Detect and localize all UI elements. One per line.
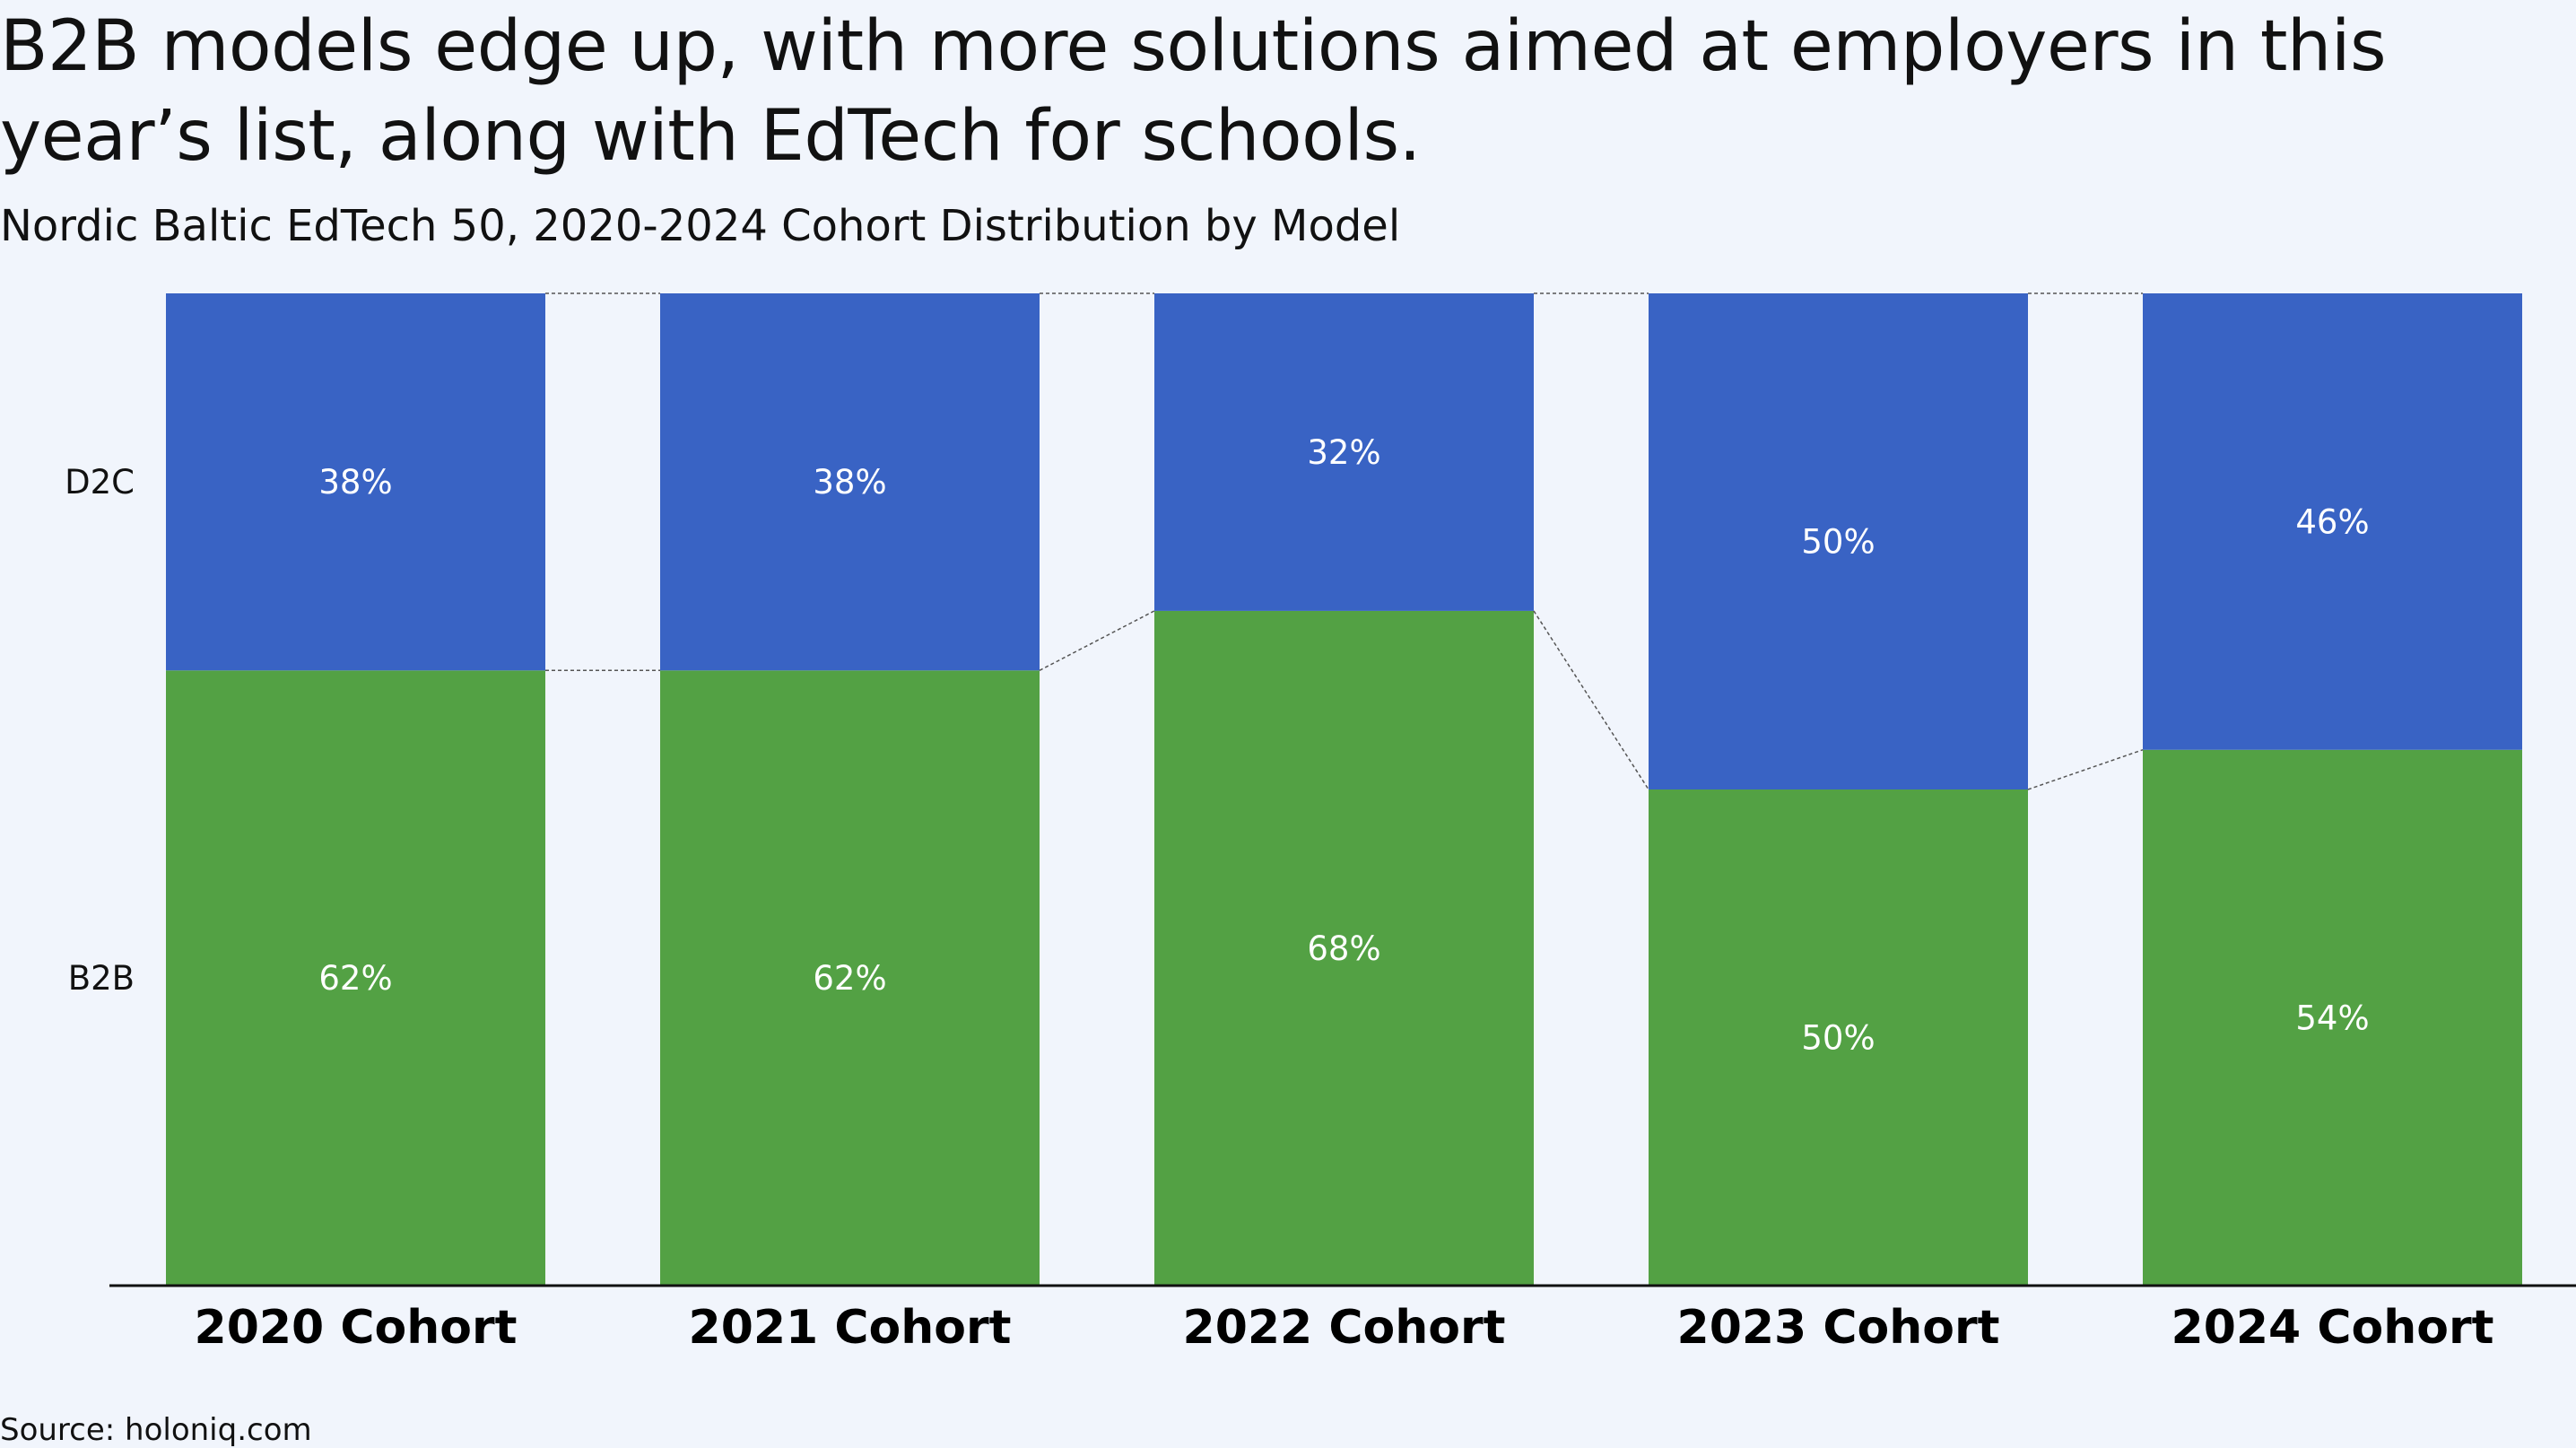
series-label-d2c: D2C bbox=[65, 463, 135, 502]
category-label: 2021 Cohort bbox=[689, 1301, 1012, 1355]
data-label-d2c: 38% bbox=[813, 463, 886, 502]
data-label-b2b: 62% bbox=[813, 959, 886, 998]
category-label: 2020 Cohort bbox=[195, 1301, 518, 1355]
data-label-d2c: 38% bbox=[318, 463, 392, 502]
connector-line-boundary bbox=[1039, 610, 1155, 671]
data-label-d2c: 32% bbox=[1307, 433, 1380, 472]
data-label-d2c: 46% bbox=[2295, 502, 2369, 541]
connector-line-boundary bbox=[1533, 610, 1649, 790]
bar-segment-d2c bbox=[2143, 293, 2522, 750]
data-label-b2b: 50% bbox=[1801, 1019, 1875, 1058]
stacked-bar-chart: 62% 38% 2020 Cohort 62% 38% 2021 Cohort 68% 32%… bbox=[65, 292, 2576, 1355]
bar-segment-b2b bbox=[2143, 749, 2522, 1286]
bar-segment-b2b bbox=[1154, 610, 1534, 1286]
category-label: 2023 Cohort bbox=[1677, 1301, 2000, 1355]
bar-segment-d2c bbox=[166, 293, 545, 671]
connector-line-boundary bbox=[2027, 749, 2144, 790]
bar-segment-b2b bbox=[166, 670, 545, 1286]
series-label-b2b: B2B bbox=[68, 959, 135, 998]
source-note: Source: holoniq.com bbox=[0, 1412, 312, 1448]
category-label: 2022 Cohort bbox=[1183, 1301, 1506, 1355]
bar-segment-b2b bbox=[1649, 789, 2028, 1286]
bar-segment-d2c bbox=[1154, 293, 1534, 611]
data-label-b2b: 62% bbox=[318, 959, 392, 998]
data-label-d2c: 50% bbox=[1801, 523, 1875, 562]
category-label: 2024 Cohort bbox=[2171, 1301, 2494, 1355]
chart-title: B2B models edge up, with more solutions … bbox=[0, 6, 2387, 177]
chart-subtitle: Nordic Baltic EdTech 50, 2020-2024 Cohor… bbox=[0, 201, 1401, 251]
bar-segment-b2b bbox=[660, 670, 1040, 1286]
bar-segment-d2c bbox=[660, 293, 1040, 671]
data-label-b2b: 54% bbox=[2295, 999, 2369, 1037]
bar-segment-d2c bbox=[1649, 293, 2028, 789]
data-label-b2b: 68% bbox=[1307, 929, 1380, 968]
